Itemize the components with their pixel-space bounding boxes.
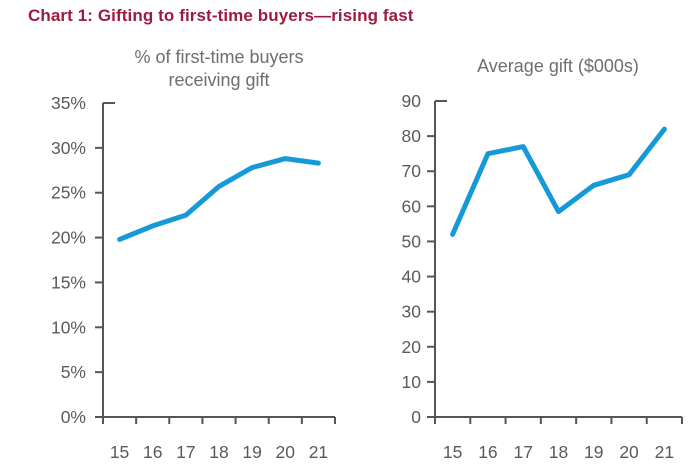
y-tick-label: 60 — [402, 196, 422, 216]
right-chart-title-line1: Average gift ($000s) — [477, 56, 639, 76]
y-tick-label: 15% — [51, 272, 86, 292]
x-tick-label: 17 — [176, 442, 195, 462]
x-tick-label: 21 — [309, 442, 328, 462]
y-tick-label: 30% — [51, 138, 86, 158]
x-tick-label: 17 — [513, 442, 532, 462]
y-tick-label: 10 — [402, 372, 422, 392]
y-tick-label: 20 — [402, 337, 422, 357]
y-tick-label: 0 — [411, 407, 421, 427]
trend-line — [450, 126, 667, 237]
y-tick-label: 35% — [51, 93, 86, 113]
y-tick-label: 30 — [402, 302, 422, 322]
chart-right: 0 10 20 30 40 50 60 70 80 90 15 16 17 18 19 20 21 — [402, 91, 683, 462]
y-tick-label: 25% — [51, 183, 86, 203]
x-tick-label: 15 — [443, 442, 462, 462]
trend-line — [117, 156, 321, 242]
y-tick-label: 80 — [402, 126, 422, 146]
y-tick-label: 20% — [51, 228, 86, 248]
y-tick-label: 70 — [402, 161, 422, 181]
x-tick-label: 15 — [110, 442, 129, 462]
right-chart-title: Average gift ($000s) — [438, 55, 678, 78]
x-tick-label: 21 — [655, 442, 674, 462]
figure-title: Chart 1: Gifting to first-time buyers—ri… — [28, 6, 414, 25]
x-tick-label: 19 — [242, 442, 261, 462]
y-tick-label: 50 — [402, 231, 422, 251]
y-tick-label: 90 — [402, 91, 422, 111]
chart-left: 0% 5% 10% 15% 20% 25% 30% 35% 15 16 17 18 19 20 21 — [51, 93, 336, 462]
y-tick-label: 10% — [51, 317, 86, 337]
left-chart-title-line1: % of first-time buyers — [134, 47, 304, 67]
y-tick-label: 0% — [61, 407, 86, 427]
x-tick-label: 18 — [549, 442, 568, 462]
y-tick-label: 40 — [402, 267, 422, 287]
x-tick-label: 20 — [619, 442, 639, 462]
x-tick-label: 16 — [143, 442, 162, 462]
x-tick-label: 18 — [209, 442, 228, 462]
x-tick-label: 16 — [478, 442, 497, 462]
left-chart-title: % of first-time buyers receiving gift — [99, 46, 339, 92]
y-tick-label: 5% — [61, 362, 86, 382]
left-chart-title-line2: receiving gift — [168, 70, 270, 90]
x-tick-label: 19 — [584, 442, 603, 462]
x-tick-label: 20 — [276, 442, 296, 462]
